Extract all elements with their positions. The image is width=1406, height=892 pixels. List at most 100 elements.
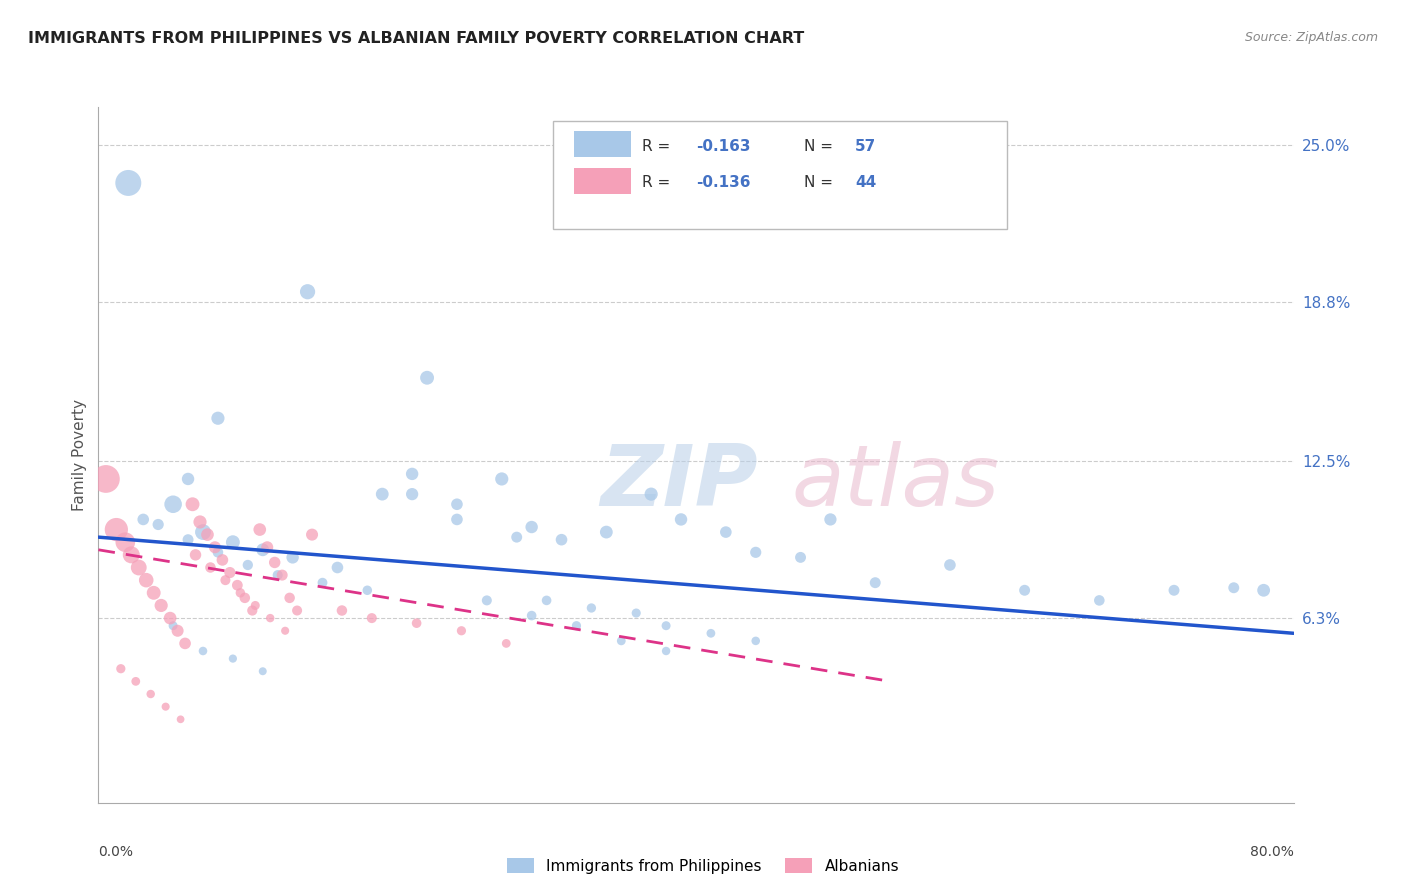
Point [745, 545, 768, 559]
Point [110, 662, 132, 676]
Bar [574, 131, 631, 157]
Point [162, 497, 184, 511]
Point [330, 603, 353, 617]
Point [162, 618, 184, 632]
Point [520, 520, 543, 534]
Point [865, 575, 887, 590]
Point [401, 467, 423, 481]
Point [565, 618, 588, 632]
Point [281, 550, 304, 565]
Point [301, 527, 323, 541]
Text: 80.0%: 80.0% [1250, 845, 1294, 858]
Point [177, 533, 200, 547]
Point [1088, 593, 1111, 607]
Point [184, 548, 207, 562]
Point [271, 568, 294, 582]
Point [550, 533, 572, 547]
Point [207, 411, 229, 425]
Point [139, 687, 162, 701]
Point [520, 608, 543, 623]
Point [820, 512, 842, 526]
Text: 57: 57 [855, 138, 876, 153]
Point [745, 633, 768, 648]
Point [169, 712, 191, 726]
Point [222, 535, 245, 549]
Legend: Immigrants from Philippines, Albanians: Immigrants from Philippines, Albanians [501, 852, 905, 880]
Point [117, 176, 139, 190]
Point [297, 285, 319, 299]
Point [311, 575, 333, 590]
Point [267, 568, 290, 582]
Point [655, 618, 678, 632]
Point [446, 497, 468, 511]
Text: N =: N = [804, 138, 838, 153]
Point [245, 599, 267, 613]
Point [191, 525, 214, 540]
Point [214, 573, 236, 587]
Point [655, 644, 678, 658]
Point [94, 472, 117, 486]
Point [125, 674, 148, 689]
Point [177, 472, 200, 486]
Point [120, 548, 142, 562]
Point [155, 699, 177, 714]
Point [356, 583, 378, 598]
Point [200, 560, 222, 574]
Point [135, 573, 157, 587]
Point [1223, 581, 1246, 595]
Point [495, 636, 517, 650]
Point [181, 497, 204, 511]
Point [581, 601, 603, 615]
Point [475, 593, 498, 607]
Point [1253, 583, 1275, 598]
Point [132, 512, 155, 526]
Point [274, 624, 297, 638]
Point [939, 558, 962, 572]
Text: atlas: atlas [792, 442, 1000, 524]
Point [166, 624, 188, 638]
Point [1163, 583, 1185, 598]
Point [789, 550, 811, 565]
Point [197, 527, 219, 541]
Point [446, 512, 468, 526]
Point [714, 525, 737, 540]
Point [669, 512, 692, 526]
Point [506, 530, 529, 544]
Point [450, 624, 472, 638]
Point [360, 611, 382, 625]
Point [240, 603, 263, 617]
Point [128, 560, 150, 574]
Point [278, 591, 301, 605]
Point [700, 626, 723, 640]
Text: Source: ZipAtlas.com: Source: ZipAtlas.com [1244, 31, 1378, 45]
Point [252, 542, 274, 557]
Text: -0.136: -0.136 [696, 175, 751, 190]
Text: IMMIGRANTS FROM PHILIPPINES VS ALBANIAN FAMILY POVERTY CORRELATION CHART: IMMIGRANTS FROM PHILIPPINES VS ALBANIAN … [28, 31, 804, 46]
Point [256, 541, 278, 555]
Point [105, 523, 128, 537]
Point [259, 611, 281, 625]
Text: -0.163: -0.163 [696, 138, 751, 153]
Point [405, 616, 427, 631]
Point [191, 644, 214, 658]
Text: ZIP: ZIP [600, 442, 758, 524]
Point [226, 578, 249, 592]
Point [114, 535, 136, 549]
Text: 44: 44 [855, 175, 876, 190]
Point [229, 586, 252, 600]
Y-axis label: Family Poverty: Family Poverty [72, 399, 87, 511]
Point [142, 586, 165, 600]
Point [207, 545, 229, 559]
Point [222, 651, 245, 665]
Text: N =: N = [804, 175, 838, 190]
Point [536, 593, 558, 607]
Point [416, 370, 439, 384]
Point [174, 636, 197, 650]
Text: 0.0%: 0.0% [98, 845, 134, 858]
Point [626, 606, 648, 620]
Point [595, 525, 617, 540]
Point [211, 553, 233, 567]
Point [401, 487, 423, 501]
Point [491, 472, 513, 486]
FancyBboxPatch shape [553, 121, 1007, 229]
